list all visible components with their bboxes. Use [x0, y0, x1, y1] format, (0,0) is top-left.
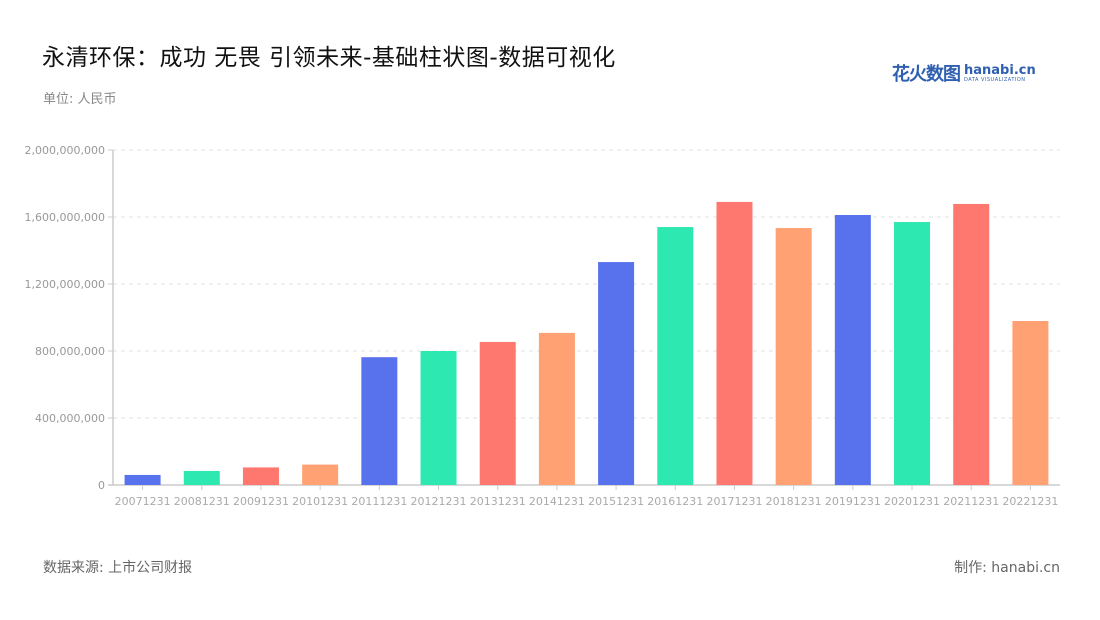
y-tick-label: 1,600,000,000: [25, 211, 105, 224]
y-tick-label: 1,200,000,000: [25, 278, 105, 291]
bar: [183, 470, 220, 485]
bar: [657, 227, 694, 486]
logo-sub-text: DATA VISUALIZATION: [964, 76, 1026, 83]
x-tick-label: 20121231: [411, 495, 467, 508]
x-tick-label: 20171231: [706, 495, 762, 508]
x-tick-label: 20071231: [115, 495, 171, 508]
logo-en: hanabi.cn DATA VISUALIZATION: [964, 64, 1036, 83]
bar: [538, 332, 575, 485]
x-tick-label: 20131231: [470, 495, 526, 508]
x-tick-label: 20211231: [943, 495, 999, 508]
maker-credit: 制作: hanabi.cn: [954, 560, 1060, 576]
bar: [361, 357, 398, 485]
bar: [953, 203, 990, 485]
x-tick-label: 20111231: [351, 495, 407, 508]
bar: [775, 228, 812, 485]
x-tick-label: 20191231: [825, 495, 881, 508]
y-tick-label: 800,000,000: [35, 345, 105, 358]
bar: [479, 341, 516, 485]
bar: [302, 464, 339, 485]
logo-en-text: hanabi.cn: [964, 62, 1036, 78]
brand-logo: 花火数图 hanabi.cn DATA VISUALIZATION: [892, 60, 1036, 86]
bar: [894, 222, 931, 485]
x-tick-label: 20201231: [884, 495, 940, 508]
y-tick-label: 0: [98, 479, 105, 492]
bar: [716, 201, 753, 486]
bar: [1012, 321, 1049, 485]
x-tick-label: 20161231: [647, 495, 703, 508]
x-tick-label: 20151231: [588, 495, 644, 508]
x-tick-label: 20181231: [766, 495, 822, 508]
chart-title: 永清环保：成功 无畏 引领未来-基础柱状图-数据可视化: [42, 45, 616, 71]
x-tick-label: 20221231: [1002, 495, 1058, 508]
x-tick-label: 20091231: [233, 495, 289, 508]
bar: [242, 467, 279, 485]
bar: [598, 262, 635, 485]
x-tick-label: 20141231: [529, 495, 585, 508]
y-tick-label: 2,000,000,000: [25, 144, 105, 157]
data-source: 数据来源: 上市公司财报: [43, 560, 193, 576]
y-tick-label: 400,000,000: [35, 412, 105, 425]
bar: [124, 474, 161, 485]
x-tick-label: 20101231: [292, 495, 348, 508]
bar: [420, 351, 457, 485]
x-tick-label: 20081231: [174, 495, 230, 508]
unit-label: 单位: 人民币: [43, 92, 117, 107]
bar: [834, 214, 871, 486]
logo-cn-text: 花火数图: [892, 64, 961, 85]
